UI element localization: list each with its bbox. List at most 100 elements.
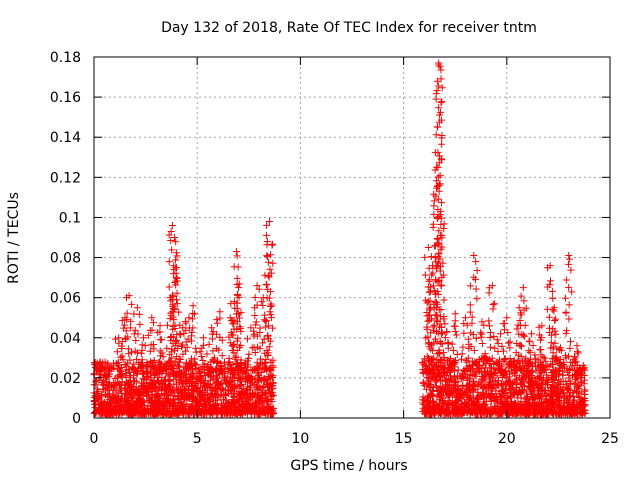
data-point (119, 402, 127, 410)
x-tick-label: 0 (90, 431, 99, 447)
data-point (193, 394, 201, 402)
data-point (562, 276, 570, 284)
data-point (420, 381, 428, 389)
data-point (504, 339, 512, 347)
data-point (139, 390, 147, 398)
data-point (460, 329, 468, 337)
data-point (260, 316, 268, 324)
y-tick-label: 0.04 (50, 331, 81, 347)
data-point (118, 389, 126, 397)
data-point (472, 285, 480, 293)
data-point (221, 409, 229, 417)
data-point (219, 386, 227, 394)
data-point (261, 405, 269, 413)
data-point (257, 376, 265, 384)
data-point (232, 248, 240, 256)
data-point (137, 398, 145, 406)
data-point (262, 231, 270, 239)
data-point (489, 305, 497, 313)
data-point (170, 409, 178, 417)
data-point (148, 314, 156, 322)
data-point (130, 394, 138, 402)
data-point (182, 319, 190, 327)
data-point (184, 409, 192, 417)
data-point (211, 396, 219, 404)
data-point (140, 382, 148, 390)
data-point (116, 401, 124, 409)
data-point (470, 346, 478, 354)
data-point (234, 284, 242, 292)
data-point (238, 380, 246, 388)
data-point (177, 331, 185, 339)
data-point (132, 337, 140, 345)
data-point (429, 223, 437, 231)
data-point (235, 387, 243, 395)
data-point (478, 340, 486, 348)
data-point (120, 408, 128, 416)
data-point (258, 384, 266, 392)
data-point (191, 355, 199, 363)
data-point (499, 347, 507, 355)
data-point (206, 402, 214, 410)
data-point (196, 348, 204, 356)
data-point (574, 349, 582, 357)
data-point (430, 202, 438, 210)
data-point (112, 335, 120, 343)
data-point (105, 392, 113, 400)
y-tick-label: 0 (72, 411, 81, 427)
data-point (107, 409, 115, 417)
data-point (486, 333, 494, 341)
data-point (257, 369, 265, 377)
data-point (228, 381, 236, 389)
data-point (167, 237, 175, 245)
data-point (432, 177, 440, 185)
data-point (205, 340, 213, 348)
data-point (228, 410, 236, 418)
data-point (144, 402, 152, 410)
data-point (143, 363, 151, 371)
data-point (126, 410, 134, 418)
data-point (217, 390, 225, 398)
data-point (434, 82, 442, 90)
data-point (172, 406, 180, 414)
data-point (159, 402, 167, 410)
data-point (141, 410, 149, 418)
data-point (113, 392, 121, 400)
data-point (201, 406, 209, 414)
data-point (158, 336, 166, 344)
data-point (267, 251, 275, 259)
data-point (546, 277, 554, 285)
data-point (253, 382, 261, 390)
data-point (221, 376, 229, 384)
data-point (193, 402, 201, 410)
data-point (431, 253, 439, 261)
data-point (101, 391, 109, 399)
data-point (525, 337, 533, 345)
data-point (177, 404, 185, 412)
data-point (208, 324, 216, 332)
data-point (150, 400, 158, 408)
data-point (205, 408, 213, 416)
data-point (122, 390, 130, 398)
grid-lines (94, 57, 610, 418)
data-point (122, 369, 130, 377)
data-point (165, 410, 173, 418)
data-point (101, 407, 109, 415)
data-point (163, 344, 171, 352)
data-point (545, 313, 553, 321)
x-tick-label: 5 (193, 431, 202, 447)
data-point (513, 325, 521, 333)
data-point (266, 366, 274, 374)
data-point (266, 265, 274, 273)
data-point (243, 391, 251, 399)
data-point (230, 263, 238, 271)
data-point (519, 284, 527, 292)
data-point (258, 391, 266, 399)
data-point (220, 396, 228, 404)
data-point (454, 366, 462, 374)
data-point (158, 349, 166, 357)
data-point (203, 390, 211, 398)
data-point (265, 409, 273, 417)
data-point (468, 313, 476, 321)
data-point (516, 341, 524, 349)
